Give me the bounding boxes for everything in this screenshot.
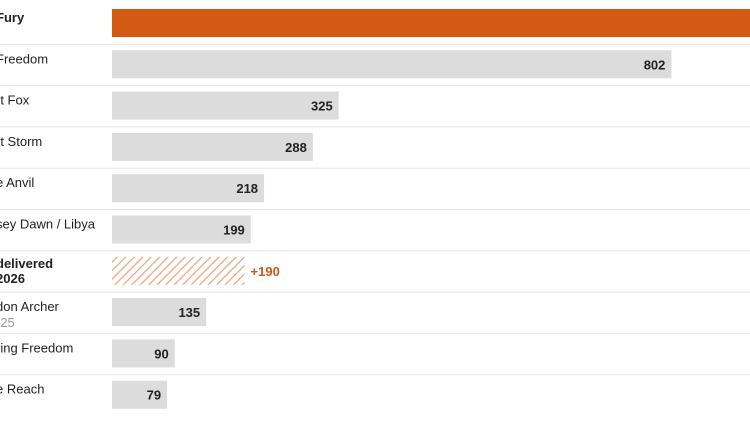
value-label: 135 [178, 305, 200, 320]
value-label: 199 [223, 223, 245, 238]
bar [112, 256, 245, 285]
bar [112, 174, 265, 203]
row-label: don Archer [0, 299, 60, 314]
row-label: sey Dawn / Libya [0, 217, 96, 232]
value-label: 288 [285, 140, 307, 155]
row-label: e Reach [0, 382, 44, 397]
bar [112, 50, 672, 79]
row-label: rt Storm [0, 134, 42, 149]
bar [112, 215, 251, 244]
bar [112, 91, 339, 120]
chart-row: Freedom 802 [0, 50, 750, 87]
value-label: 325 [311, 99, 333, 114]
bar [112, 9, 750, 37]
row-label: delivered [0, 256, 53, 271]
chart-row: e Anvil 218 [0, 174, 750, 210]
value-label: 802 [644, 57, 666, 72]
row-sublabel: -25 [0, 315, 15, 330]
chart-row: ring Freedom 90 [0, 339, 750, 376]
row-label-line2: 2026 [0, 271, 25, 286]
row-label: e Anvil [0, 175, 34, 190]
chart-row: delivered2026 +190 [0, 256, 750, 293]
row-label: Freedom [0, 51, 48, 66]
chart-rows: Fury Freedom 802 rt Fox 325 rt Storm 288 e Anvi… [0, 9, 750, 409]
value-label: +190 [251, 264, 280, 279]
row-label: ring Freedom [0, 340, 73, 355]
value-label: 79 [147, 388, 161, 403]
row-label: rt Fox [0, 93, 30, 108]
bar [112, 380, 168, 409]
value-label: 218 [236, 181, 258, 196]
chart-row: e Reach 79 [0, 380, 168, 409]
bar [112, 298, 207, 327]
value-label: 90 [154, 346, 168, 361]
chart-row: rt Fox 325 [0, 91, 750, 128]
bar [112, 339, 175, 368]
row-label: Fury [0, 10, 25, 25]
chart-row: sey Dawn / Libya 199 [0, 215, 750, 252]
chart-row: don Archer-25 135 [0, 298, 750, 334]
chart-row: rt Storm 288 [0, 132, 750, 169]
chart-row: Fury [0, 9, 750, 45]
bar [112, 132, 313, 161]
